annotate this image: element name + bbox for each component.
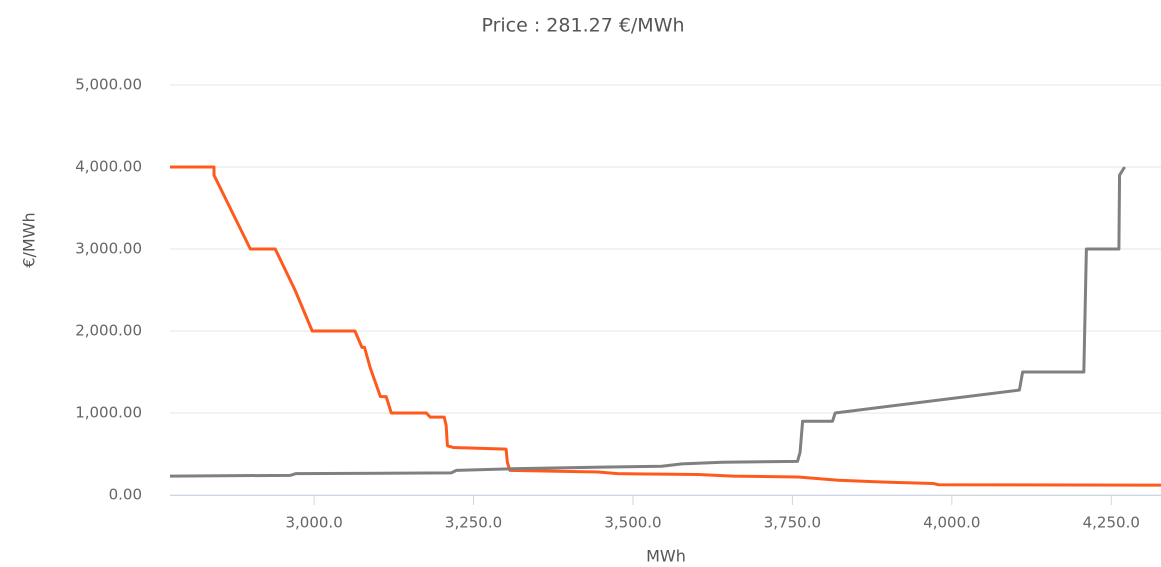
x-tick-label: 3,250.0 xyxy=(445,514,502,532)
y-tick-label: 3,000.00 xyxy=(75,240,142,258)
chart-title: Price : 281.27 €/MWh xyxy=(481,15,684,37)
y-tick-label: 1,000.00 xyxy=(75,404,142,422)
series-line xyxy=(170,165,1161,487)
y-tick-label: 0.00 xyxy=(109,486,142,504)
x-tick-label: 3,000.0 xyxy=(285,514,342,532)
x-tick-label: 3,750.0 xyxy=(764,514,821,532)
x-axis-title: MWh xyxy=(646,547,686,566)
y-tick-label: 4,000.00 xyxy=(75,158,142,176)
y-tick-label: 5,000.00 xyxy=(75,76,142,94)
x-tick-label: 4,250.0 xyxy=(1083,514,1140,532)
x-tick-label: 4,000.0 xyxy=(923,514,980,532)
x-tick-label: 3,500.0 xyxy=(604,514,661,532)
y-axis-title: €/MWh xyxy=(20,212,39,267)
y-tick-label: 2,000.00 xyxy=(75,322,142,340)
series-line xyxy=(169,166,1126,478)
